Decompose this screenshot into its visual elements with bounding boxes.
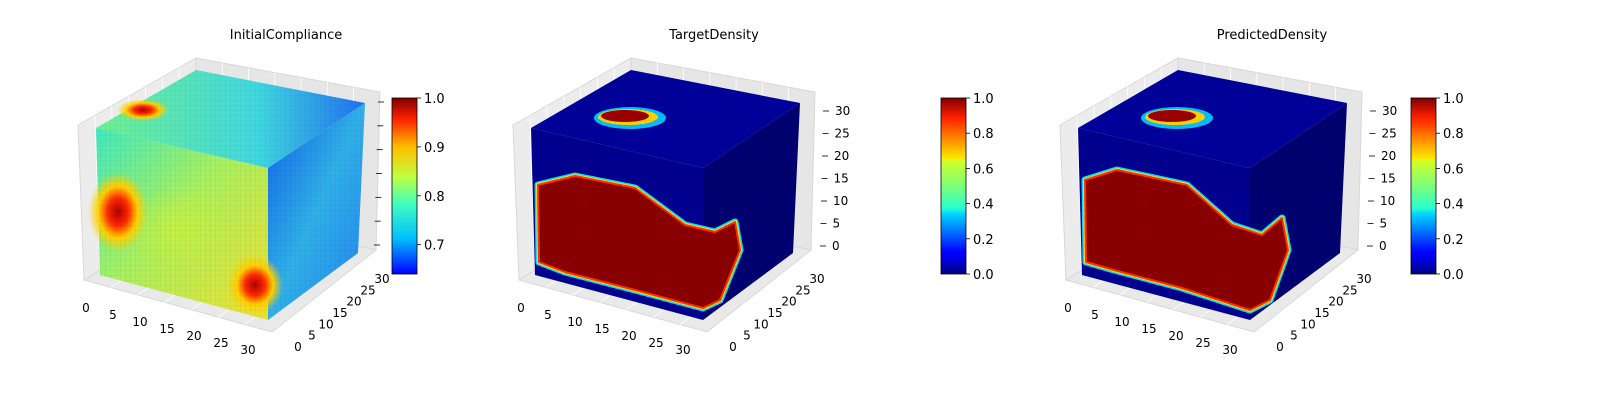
x-tick-label: 0 [82,301,90,315]
y-tick-label: 30 [1356,272,1371,286]
y-tick-label: 20 [781,295,796,309]
y-tick-label: 0 [729,340,737,354]
y-tick-label: 15 [1314,306,1329,320]
y-tick-label: 0 [1276,340,1284,354]
y-tick-label: 30 [374,272,389,286]
chart-title: PredictedDensity [1217,28,1328,43]
z-tick-label: 30 [1382,104,1397,118]
y-tick-label: 20 [346,295,361,309]
colorbar [1410,97,1437,275]
chart-title: InitialCompliance [230,28,343,43]
y-tick-label: 0 [294,340,302,354]
colorbar [391,97,418,275]
x-tick-label: 20 [1168,329,1183,343]
y-tick-label: 5 [743,329,751,343]
grid-line [529,115,536,271]
x-tick-label: 20 [621,329,636,343]
x-tick-label: 25 [1195,336,1210,350]
z-tick-label: 5 [1380,217,1388,231]
z-tick-label: 5 [833,217,841,231]
colorbar-tick-label: 0.6 [1443,162,1464,177]
y-tick-label: 25 [1342,283,1357,297]
colorbar-tick-label: 0.0 [973,268,994,283]
x-tick-label: 10 [132,315,147,329]
voxel-grid [1078,70,1347,168]
z-tick-label: 20 [834,149,849,163]
colorbar-tick-label: 0.0 [1443,268,1464,283]
y-tick-label: 25 [360,283,375,297]
colorbar-tick-label: 0.9 [424,141,445,156]
z-tick-label: 0 [832,239,840,253]
y-tick-label: 15 [332,306,347,320]
colorbar-tick-label: 0.8 [424,190,445,205]
y-tick-label: 10 [318,317,333,331]
x-tick-label: 25 [648,336,663,350]
colorbar-tick-label: 1.0 [424,92,445,107]
x-tick-label: 30 [1222,343,1237,357]
colorbar [940,97,967,275]
colorbar-tick-label: 0.8 [973,127,994,142]
colorbar-tick-label: 0.4 [1443,198,1464,213]
z-tick-label: 10 [1380,194,1395,208]
voxel-grid [703,103,800,320]
y-tick-label: 25 [795,283,810,297]
x-tick-label: 10 [567,315,582,329]
x-tick-label: 0 [517,301,525,315]
x-tick-label: 15 [594,322,609,336]
x-tick-label: 20 [186,329,201,343]
z-tick-label: 10 [833,194,848,208]
y-tick-label: 10 [753,317,768,331]
y-tick-label: 15 [767,306,782,320]
z-tick-label: 15 [1381,172,1396,186]
colorbar-tick-label: 1.0 [1443,92,1464,107]
x-tick-label: 5 [109,308,117,322]
y-tick-label: 10 [1300,317,1315,331]
y-tick-label: 20 [1328,295,1343,309]
z-tick-label: 0 [1379,239,1387,253]
z-tick-label: 25 [835,127,850,141]
colorbar-tick-label: 0.8 [1443,127,1464,142]
voxel-grid [531,128,703,320]
x-tick-label: 30 [240,343,255,357]
colorbar-tick-label: 0.7 [424,239,445,254]
voxel-grid [1078,128,1250,320]
x-tick-label: 5 [544,308,552,322]
y-tick-label: 30 [809,272,824,286]
grid-line [1076,115,1083,271]
voxel-grid [268,103,365,320]
colorbar-tick-label: 0.2 [1443,233,1464,248]
z-tick-label: 15 [834,172,849,186]
voxel-grid [96,70,365,168]
y-tick-label: 5 [308,329,316,343]
colorbar-tick-label: 0.2 [973,233,994,248]
x-tick-label: 0 [1064,301,1072,315]
voxel-grid [96,128,268,320]
voxel-grid [531,70,800,168]
y-tick-label: 5 [1290,329,1298,343]
x-tick-label: 15 [1141,322,1156,336]
x-tick-label: 10 [1114,315,1129,329]
z-tick-label: 25 [1382,127,1397,141]
chart-title: TargetDensity [668,28,759,43]
voxel-grid [1250,103,1347,320]
colorbar-tick-label: 0.4 [973,198,994,213]
x-tick-label: 15 [159,322,174,336]
colorbar-tick-label: 1.0 [973,92,994,107]
z-tick-label: 30 [835,104,850,118]
x-tick-label: 5 [1091,308,1099,322]
x-tick-label: 30 [675,343,690,357]
colorbar-tick-label: 0.6 [973,162,994,177]
z-tick-label: 20 [1381,149,1396,163]
x-tick-label: 25 [213,336,228,350]
